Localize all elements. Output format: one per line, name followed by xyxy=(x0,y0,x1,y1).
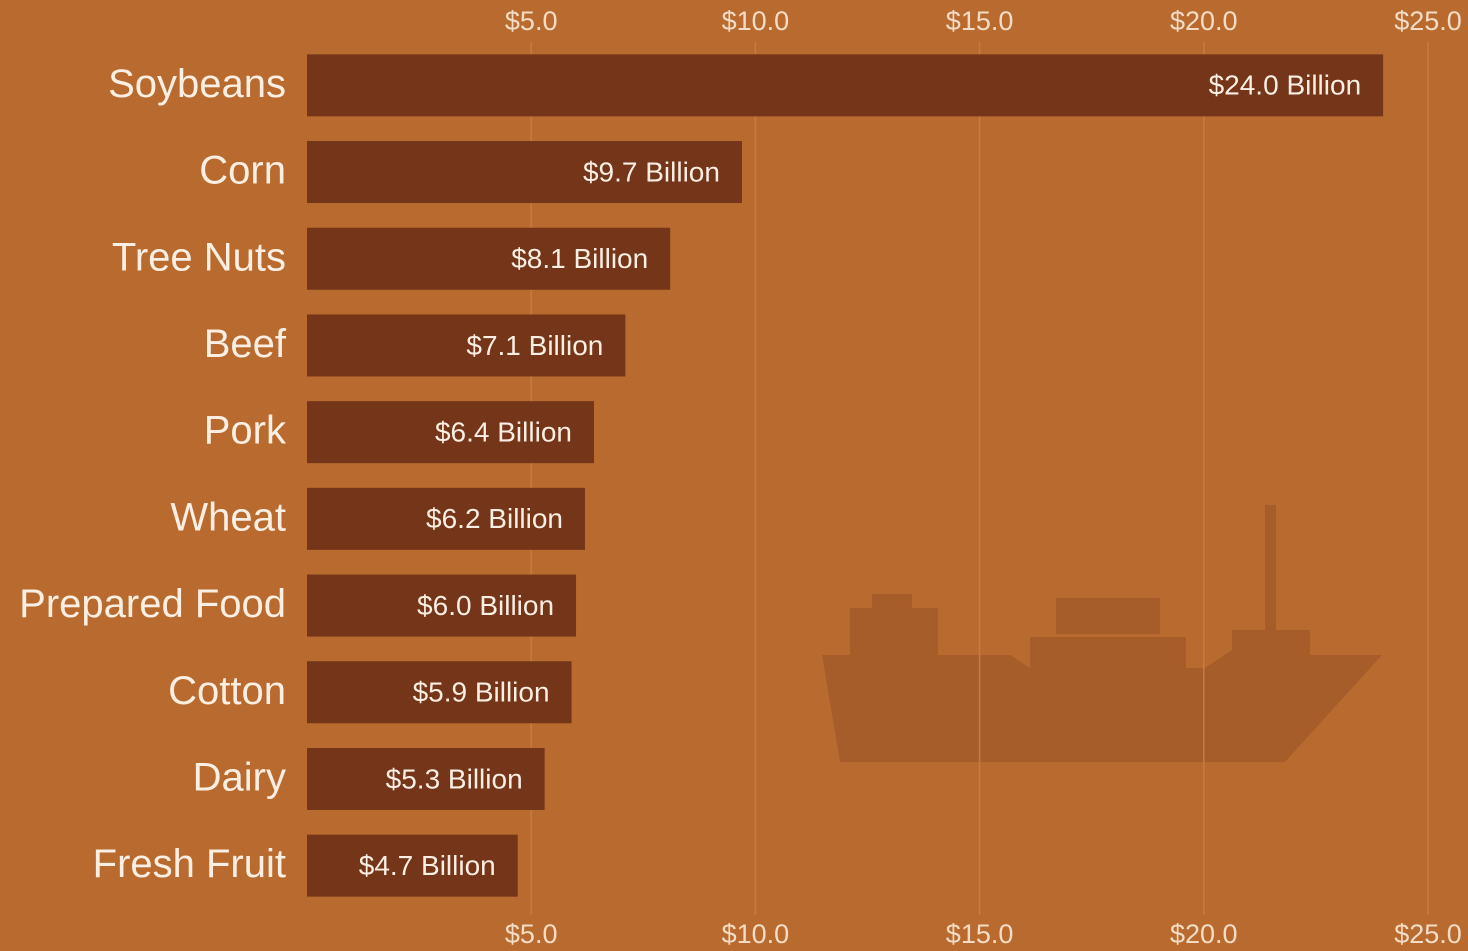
value-label: $7.1 Billion xyxy=(466,330,603,361)
x-tick-label: $5.0 xyxy=(505,6,558,36)
category-label: Corn xyxy=(199,149,286,193)
x-tick-label: $15.0 xyxy=(946,6,1014,36)
bar xyxy=(307,54,1384,117)
bar xyxy=(307,747,545,810)
category-label: Cotton xyxy=(168,669,286,713)
value-label: $5.9 Billion xyxy=(413,677,550,708)
value-label: $9.7 Billion xyxy=(583,156,720,187)
x-tick-label: $10.0 xyxy=(722,6,790,36)
value-label: $8.1 Billion xyxy=(511,243,648,274)
x-tick-label: $20.0 xyxy=(1170,919,1238,949)
bar xyxy=(307,834,518,897)
category-label: Dairy xyxy=(193,756,286,800)
value-label: $24.0 Billion xyxy=(1209,70,1362,101)
x-tick-label: $25.0 xyxy=(1394,919,1462,949)
bar xyxy=(307,141,742,204)
plot-area: Soybeans $24.0 Billion Corn $9.7 Billion Tre… xyxy=(19,54,1384,897)
x-tick-label: $15.0 xyxy=(946,919,1014,949)
bar xyxy=(307,401,594,464)
bar xyxy=(307,487,586,550)
value-label: $5.3 Billion xyxy=(386,763,523,794)
x-tick-label: $25.0 xyxy=(1394,6,1462,36)
category-label: Fresh Fruit xyxy=(93,842,286,886)
bar xyxy=(307,574,577,637)
value-label: $6.0 Billion xyxy=(417,590,554,621)
x-tick-label: $5.0 xyxy=(505,919,558,949)
category-label: Tree Nuts xyxy=(112,235,286,279)
value-label: $4.7 Billion xyxy=(359,850,496,881)
category-label: Beef xyxy=(204,322,287,366)
bar xyxy=(307,314,626,377)
x-tick-label: $10.0 xyxy=(722,919,790,949)
ship-illustration xyxy=(822,505,1382,762)
value-label: $6.2 Billion xyxy=(426,503,563,534)
bar xyxy=(307,661,572,724)
grid: $5.0 $5.0 $10.0 $10.0 $15.0 $15.0 $20.0 $20.0 $2… xyxy=(505,6,1462,949)
category-label: Pork xyxy=(204,409,287,453)
category-label: Wheat xyxy=(170,495,286,539)
category-label: Prepared Food xyxy=(19,582,286,626)
category-label: Soybeans xyxy=(108,62,286,106)
value-label: $6.4 Billion xyxy=(435,417,572,448)
bar xyxy=(307,227,671,290)
x-tick-label: $20.0 xyxy=(1170,6,1238,36)
